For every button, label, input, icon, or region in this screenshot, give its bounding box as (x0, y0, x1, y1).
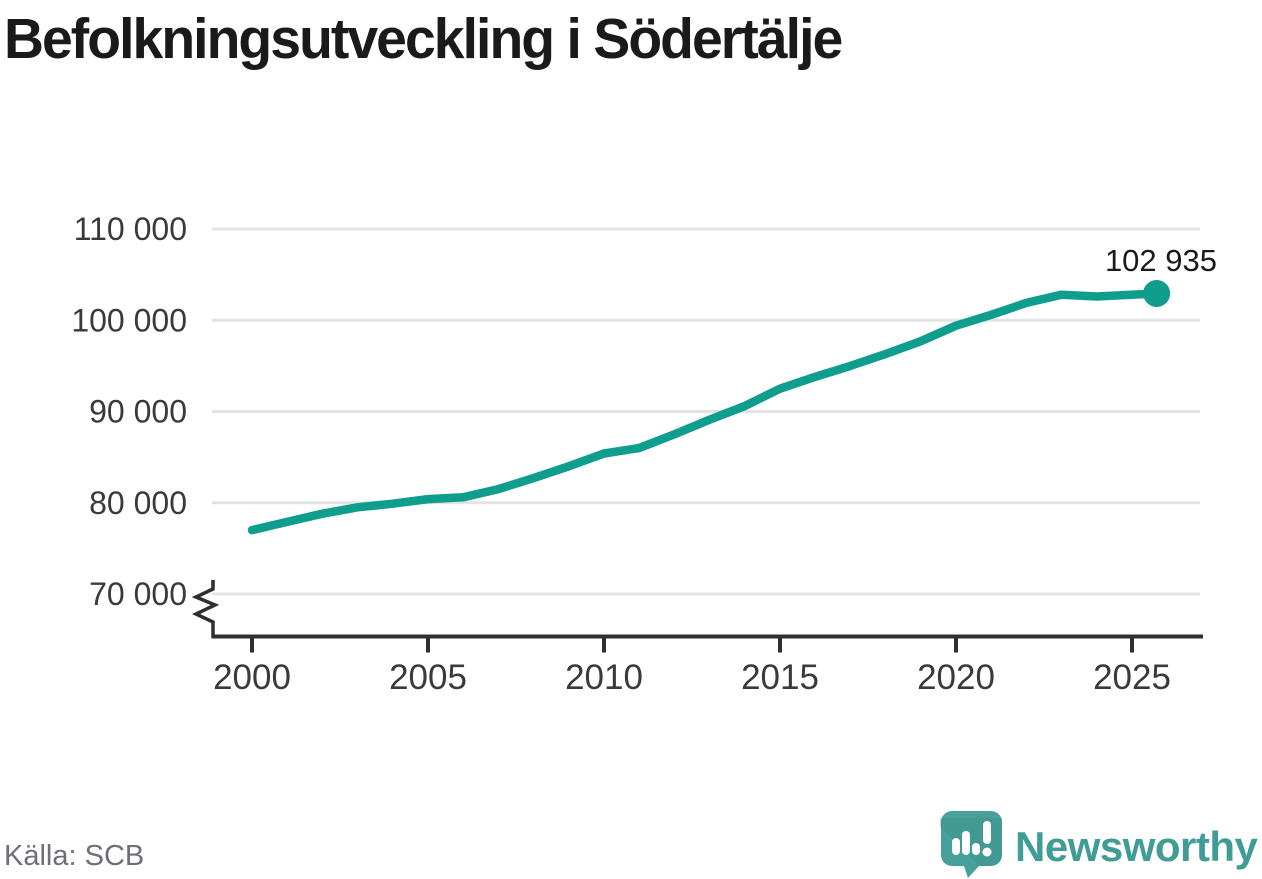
y-axis-tick-label: 80 000 (89, 485, 187, 521)
y-axis-tick-label: 110 000 (74, 211, 187, 247)
y-axis-tick-label: 100 000 (71, 302, 187, 338)
end-value-label: 102 935 (1105, 243, 1217, 278)
x-axis-tick-label: 2025 (1093, 658, 1171, 697)
x-axis-tick-label: 2000 (213, 658, 291, 697)
x-axis-tick-label: 2020 (917, 658, 995, 697)
population-line (247, 289, 1161, 535)
axis-break-icon (191, 580, 220, 638)
x-axis-tick-label: 2005 (389, 658, 467, 697)
newsworthy-wordmark: Newsworthy (1015, 822, 1258, 870)
y-axis-tick-label: 90 000 (89, 394, 187, 430)
x-axis-tick-label: 2015 (741, 658, 819, 697)
x-axis-tick-label: 2010 (565, 658, 643, 697)
end-point-marker (1143, 279, 1171, 307)
newsworthy-branding: Newsworthy (940, 810, 1258, 879)
newsworthy-logo-icon (940, 810, 1003, 879)
chart-title: Befolkningsutveckling i Södertälje (4, 7, 843, 71)
y-axis-tick-label: 70 000 (89, 576, 187, 612)
source-label: Källa: SCB (4, 840, 145, 872)
